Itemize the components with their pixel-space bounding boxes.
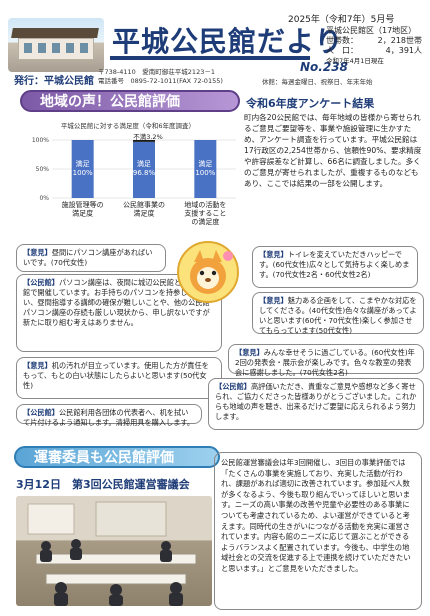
issue-date: 2025年（令和7年）5月号 [288, 15, 395, 25]
survey-title: 令和6年度アンケート結果 [246, 97, 375, 110]
bar-data-label: 100% [195, 169, 215, 177]
stats-note: 令和7年4月1日現在 [326, 57, 384, 65]
reply-text: 公民館利用各団体の代表者へ、机を拭いて片付けるよう通知します。清掃用具を購入しま… [23, 408, 195, 427]
y-tick-label: 0% [39, 195, 49, 202]
opinion-tag: 【意見】 [23, 361, 52, 370]
households-value: 2，218世帯 [377, 36, 422, 45]
district-stats: 平城公民館区（17地区） 世帯数： 2，218世帯 人 口： 4，391人 令和7年… [326, 26, 422, 68]
survey-description: 町内各20公民館では、毎年地域の皆様から寄せられるご意見ご要望等を、事業や施設管… [244, 113, 422, 188]
opinion-box: 【意見】昼間にパソコン講座があればいいです。(70代女性) [16, 244, 166, 272]
opinion-box: 【意見】トイレを変えていただきハッピーです。(60代女性)広々として気持ちよく楽… [252, 246, 418, 288]
reply-text: パソコン講座は、夜間に城辺公民館と西海公民館で開催しています。お手持ちのパソコン… [23, 278, 210, 327]
population-label: 人 口： [326, 46, 358, 55]
opinion-text: 昼間にパソコン講座があればいいです。(70代女性) [23, 248, 153, 267]
y-tick-label: 100% [32, 137, 49, 144]
closing-days: 休館：毎週金曜日、祝祭日、年末年始 [262, 78, 373, 86]
opinion-box: 【意見】机の汚れが目立っています。使用した方が責任をもって、もとの白い状態にした… [16, 357, 222, 399]
reply-tag: 【公民館】 [215, 382, 251, 391]
title-underline [110, 56, 310, 60]
dissatisfied-annotation: 不満3.2% [133, 133, 163, 141]
section1-banner: 地域の声！公民館評価 [20, 90, 240, 112]
reply-box: 【公民館】高評価いただき、貴重なご意見や感想など多く寄せられ、ご協力くださった皆… [208, 378, 424, 430]
opinion-tag: 【意見】 [235, 348, 264, 357]
category-label: 地域の活動を支援することの満足度 [184, 200, 226, 226]
contact-info: 〒738-4110 愛南町御荘平城2123－1 電話番号 0895-72-101… [98, 68, 223, 86]
meeting-photo [16, 496, 212, 606]
opinion-box: 【意見】魅力ある企画をして、こまやかな対応をしてくださる。(40代女性)色々な講… [252, 292, 424, 335]
reply-text: 高評価いただき、貴重なご意見や感想など多く寄せられ、ご協力くださった皆様ありがと… [215, 382, 417, 421]
bar-data-label: 満足 [76, 160, 90, 168]
issue-number: No.238 [300, 60, 348, 74]
mascot-illustration [177, 241, 239, 303]
households-label: 世帯数： [326, 36, 358, 45]
reply-box: 【公民館】公民館利用各団体の代表者へ、机を拭いて片付けるよう通知します。清掃用具… [16, 404, 202, 427]
category-label: 施設管理等の満足度 [62, 200, 104, 218]
bar-data-label: 満足 [137, 160, 151, 168]
opinion-text: トイレを変えていただきハッピーです。(60代女性)広々として気持ちよく楽しめます… [259, 250, 410, 279]
opinion-tag: 【意見】 [259, 250, 288, 259]
community-center-photo [8, 18, 104, 72]
bar-satisfied [133, 141, 155, 198]
section2-banner: 運審委員も公民館評価 [14, 446, 220, 468]
bar-satisfied [194, 140, 217, 198]
meeting-heading: 3月12日 第3回公民館運営審議会 [16, 478, 190, 491]
newsletter-header: 平城公民館だより 2025年（令和7年）5月号 No.238 平城公民館区（17… [0, 0, 430, 88]
phone: 電話番号 0895-72-1011(FAX 72-0155) [98, 77, 223, 85]
opinion-text: 魅力ある企画をして、こまやかな対応をしてくださる。(40代女性)色々な講座があっ… [259, 296, 417, 335]
newsletter-title: 平城公民館だより [112, 25, 344, 58]
reply-tag: 【公民館】 [23, 278, 59, 287]
population-value: 4，391人 [385, 46, 422, 55]
meeting-evaluation-text: 公民館運営審議会は年3回開催し、3回目の事業評価では「たくさんの事業を実施してお… [214, 452, 422, 610]
chart-title: 平城公民館に対する満足度（令和6年度調査） [61, 121, 195, 130]
y-tick-label: 50% [36, 166, 50, 173]
opinion-tag: 【意見】 [23, 248, 52, 257]
stats-heading: 平城公民館区（17地区） [326, 26, 417, 35]
opinion-text: 机の汚れが目立っています。使用した方が責任をもって、もとの白い状態にしたらよいと… [23, 361, 209, 390]
bar-data-label: 100% [73, 169, 93, 177]
opinion-tag: 【意見】 [259, 296, 288, 305]
bar-data-label: 96.8% [133, 169, 156, 177]
category-label: 公民館事業の満足度 [123, 200, 165, 218]
bar-satisfied [71, 140, 94, 198]
bar-dissatisfied [133, 140, 155, 142]
publisher: 発行：平城公民館 [14, 76, 94, 87]
satisfaction-chart: 平城公民館に対する満足度（令和6年度調査） 100%50%0%満足100%施設管… [32, 121, 236, 226]
address: 〒738-4110 愛南町御荘平城2123－1 [98, 68, 215, 76]
reply-tag: 【公民館】 [23, 408, 59, 417]
opinion-text: みんな幸せそうに過ごしている。(60代女性)年2回の発表会・展示会が楽しみです。… [235, 348, 415, 377]
bar-data-label: 満足 [198, 160, 212, 168]
opinion-box: 【意見】みんな幸せそうに過ごしている。(60代女性)年2回の発表会・展示会が楽し… [228, 344, 424, 377]
